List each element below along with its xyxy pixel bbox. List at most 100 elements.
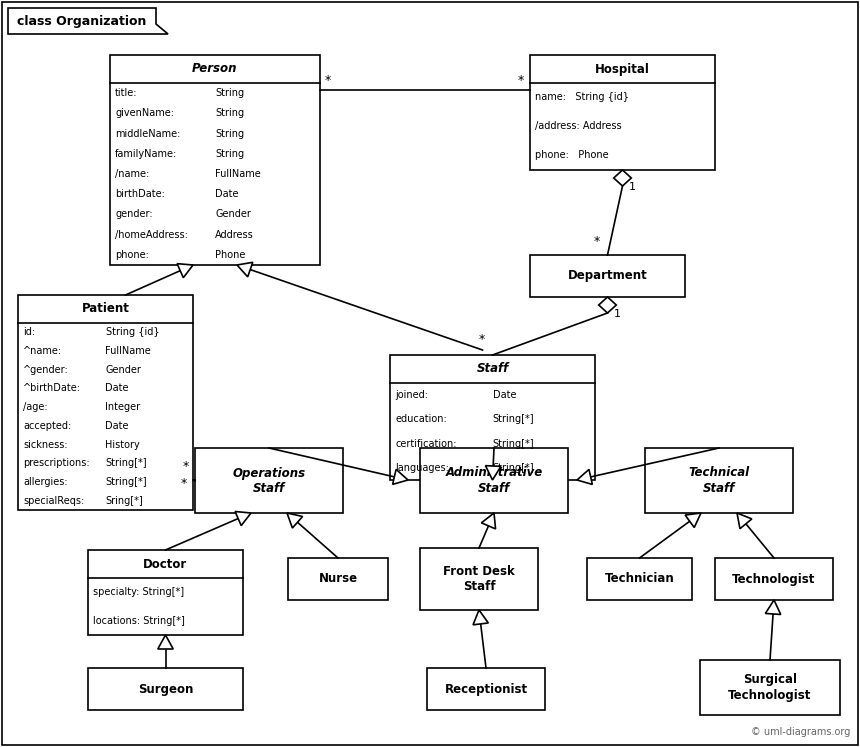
Text: String: String: [215, 88, 244, 98]
Text: joined:: joined:: [395, 390, 428, 400]
Bar: [195, 448, 343, 513]
Text: FullName: FullName: [215, 169, 261, 179]
Text: 1: 1: [613, 309, 621, 319]
Text: String {id}: String {id}: [106, 327, 159, 338]
Text: prescriptions:: prescriptions:: [23, 458, 89, 468]
Polygon shape: [157, 635, 173, 649]
Text: *: *: [325, 74, 331, 87]
Text: String[*]: String[*]: [493, 415, 534, 424]
Text: /address: Address: /address: Address: [535, 122, 622, 131]
Bar: [700, 660, 840, 715]
Bar: [288, 558, 388, 600]
Text: specialty: String[*]: specialty: String[*]: [93, 587, 184, 598]
Text: String: String: [215, 108, 244, 118]
Text: String[*]: String[*]: [493, 438, 534, 449]
Bar: [18, 295, 193, 510]
Text: givenName:: givenName:: [115, 108, 174, 118]
Text: /homeAddress:: /homeAddress:: [115, 229, 187, 240]
Polygon shape: [393, 469, 408, 484]
Text: String: String: [215, 149, 244, 159]
Text: Nurse: Nurse: [318, 572, 358, 586]
Text: /name:: /name:: [115, 169, 150, 179]
Polygon shape: [614, 170, 631, 186]
Text: Date: Date: [493, 390, 516, 400]
Text: name:   String {id}: name: String {id}: [535, 93, 629, 102]
Polygon shape: [473, 610, 488, 624]
Text: languages:: languages:: [395, 463, 449, 473]
Bar: [110, 55, 320, 265]
Text: middleName:: middleName:: [115, 128, 181, 138]
Text: Patient: Patient: [82, 303, 130, 315]
Text: certification:: certification:: [395, 438, 457, 449]
Text: familyName:: familyName:: [115, 149, 177, 159]
Bar: [88, 550, 243, 635]
Bar: [390, 355, 595, 480]
Text: Doctor: Doctor: [144, 557, 187, 571]
Bar: [420, 548, 538, 610]
Text: String[*]: String[*]: [493, 463, 534, 473]
Text: Phone: Phone: [215, 250, 245, 260]
Text: *: *: [593, 235, 599, 248]
Polygon shape: [599, 297, 617, 313]
Bar: [715, 558, 833, 600]
Text: String: String: [215, 128, 244, 138]
Polygon shape: [8, 8, 168, 34]
Text: © uml-diagrams.org: © uml-diagrams.org: [751, 727, 850, 737]
Text: Date: Date: [215, 189, 238, 199]
Text: Hospital: Hospital: [595, 63, 650, 75]
Text: id:: id:: [23, 327, 35, 338]
Text: locations: String[*]: locations: String[*]: [93, 616, 185, 626]
Polygon shape: [577, 469, 593, 485]
Text: Department: Department: [568, 270, 648, 282]
Polygon shape: [237, 262, 253, 277]
Text: FullName: FullName: [106, 346, 151, 356]
Bar: [645, 448, 793, 513]
Polygon shape: [485, 465, 501, 480]
Bar: [587, 558, 692, 600]
Polygon shape: [482, 513, 495, 529]
Text: *: *: [518, 74, 525, 87]
Polygon shape: [685, 513, 701, 527]
Text: Date: Date: [106, 421, 129, 431]
Text: ^name:: ^name:: [23, 346, 62, 356]
Text: Sring[*]: Sring[*]: [106, 496, 144, 506]
Text: String[*]: String[*]: [106, 458, 147, 468]
Text: *: *: [181, 477, 187, 489]
Text: Gender: Gender: [106, 365, 141, 375]
Bar: [427, 668, 545, 710]
Text: Operations
Staff: Operations Staff: [232, 466, 305, 495]
Bar: [420, 448, 568, 513]
Text: *: *: [183, 460, 189, 473]
Text: allergies:: allergies:: [23, 477, 68, 487]
Bar: [530, 55, 715, 170]
Bar: [530, 255, 685, 297]
Text: Staff: Staff: [476, 362, 508, 376]
Text: specialReqs:: specialReqs:: [23, 496, 84, 506]
Text: 1: 1: [629, 182, 636, 192]
Text: ^gender:: ^gender:: [23, 365, 69, 375]
Text: sickness:: sickness:: [23, 439, 68, 450]
Text: Address: Address: [215, 229, 254, 240]
Bar: [88, 668, 243, 710]
Text: String[*]: String[*]: [106, 477, 147, 487]
Text: History: History: [106, 439, 140, 450]
Text: Surgical
Technologist: Surgical Technologist: [728, 674, 812, 701]
Text: Gender: Gender: [215, 209, 251, 220]
Text: phone:   Phone: phone: Phone: [535, 150, 609, 161]
Text: Person: Person: [193, 63, 237, 75]
Polygon shape: [235, 512, 251, 526]
Text: Integer: Integer: [106, 402, 141, 412]
Text: *: *: [478, 333, 485, 346]
Text: birthDate:: birthDate:: [115, 189, 165, 199]
Polygon shape: [177, 264, 193, 278]
Text: /age:: /age:: [23, 402, 47, 412]
Text: education:: education:: [395, 415, 446, 424]
Text: Technical
Staff: Technical Staff: [689, 466, 750, 495]
Polygon shape: [765, 600, 781, 615]
Text: Receptionist: Receptionist: [445, 683, 527, 695]
Text: phone:: phone:: [115, 250, 149, 260]
Text: Date: Date: [106, 383, 129, 394]
Text: accepted:: accepted:: [23, 421, 71, 431]
Text: gender:: gender:: [115, 209, 152, 220]
Polygon shape: [287, 513, 303, 528]
